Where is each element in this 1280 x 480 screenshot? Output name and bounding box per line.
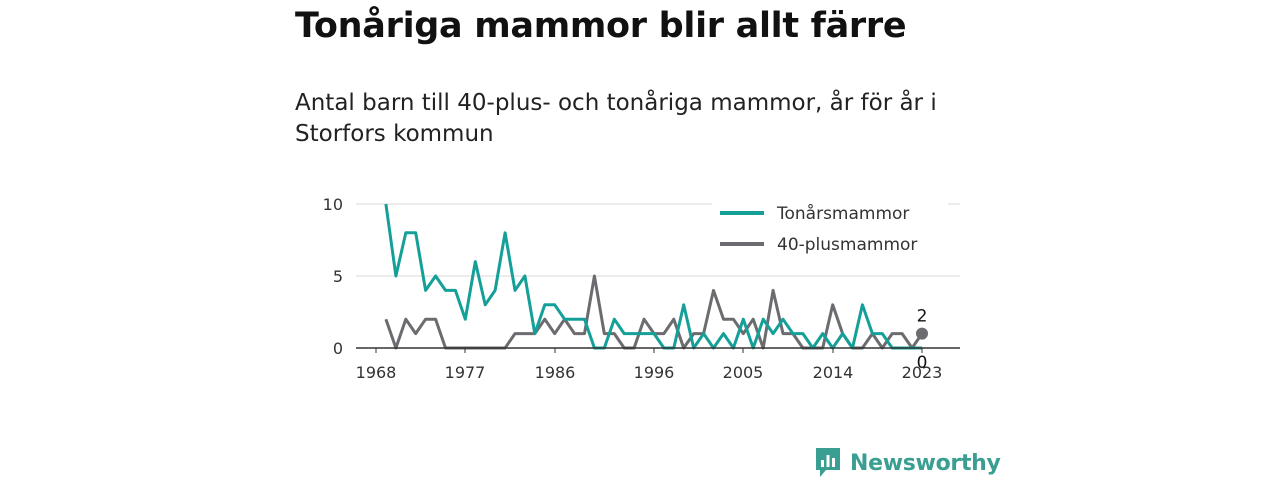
x-axis-ticks	[375, 348, 923, 353]
legend: Tonårsmammor 40-plusmammor	[712, 196, 948, 264]
newsworthy-brand: Newsworthy	[814, 446, 1001, 480]
line-chart: 10 5 0 1968 1977 1986 1996 2005 2014 202…	[323, 195, 960, 382]
legend-label-40-plusmammor: 40-plusmammor	[777, 235, 917, 255]
end-markers: 2 0	[916, 307, 928, 373]
legend-background	[712, 196, 948, 264]
x-tick-label-1986: 1986	[535, 363, 576, 382]
end-marker-40-plusmammor	[916, 327, 928, 340]
x-tick-label-1968: 1968	[356, 363, 397, 382]
end-label-40-plusmammor: 2	[917, 307, 928, 327]
y-tick-label-5: 5	[333, 267, 343, 286]
chart-title: Tonåriga mammor blir allt färre	[295, 6, 907, 46]
brand-name: Newsworthy	[850, 450, 1001, 476]
chart-subtitle: Antal barn till 40-plus- och tonåriga ma…	[295, 90, 937, 147]
y-tick-label-0: 0	[333, 339, 343, 358]
x-tick-label-2023: 2023	[902, 363, 943, 382]
legend-label-tonarsmammor: Tonårsmammor	[776, 203, 909, 224]
x-axis-labels: 1968 1977 1986 1996 2005 2014 2023	[356, 363, 943, 382]
x-tick-label-2005: 2005	[723, 363, 764, 382]
newsworthy-logo-icon	[816, 448, 840, 477]
y-tick-label-10: 10	[323, 195, 343, 214]
x-tick-label-1996: 1996	[634, 363, 675, 382]
y-axis-labels: 10 5 0	[323, 195, 343, 358]
x-tick-label-1977: 1977	[445, 363, 486, 382]
end-label-tonarsmammor: 0	[917, 353, 928, 373]
x-tick-label-2014: 2014	[813, 363, 854, 382]
